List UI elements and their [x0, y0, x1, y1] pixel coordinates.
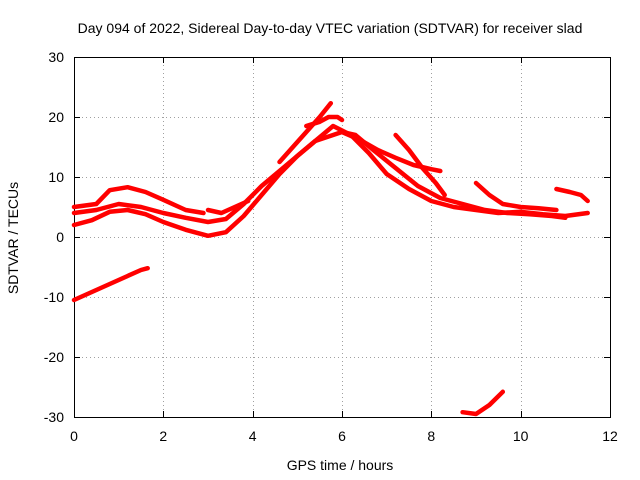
series-track-6: [304, 114, 345, 129]
x-tick-label: 6: [338, 428, 346, 444]
y-tick-label: -20: [44, 349, 64, 365]
series-track-1: [71, 184, 206, 216]
series-track-11: [205, 198, 251, 216]
series-track-12: [460, 389, 506, 417]
series-track-7: [339, 129, 443, 174]
x-tick-label: 0: [70, 428, 78, 444]
x-tick-label: 8: [427, 428, 435, 444]
y-axis-label: SDTVAR / TECUs: [5, 182, 21, 294]
series-track-9: [473, 180, 559, 213]
grid: [74, 57, 610, 417]
y-tick-label: -30: [44, 409, 64, 425]
series-track-4: [71, 265, 150, 303]
x-tick-label: 12: [602, 428, 618, 444]
y-tick-label: 20: [48, 109, 64, 125]
series-track-8: [393, 132, 447, 198]
series-track-10: [554, 186, 590, 204]
x-tick-label: 2: [159, 428, 167, 444]
y-tick-label: -10: [44, 289, 64, 305]
series-track-5: [277, 100, 334, 165]
x-tick-label: 4: [249, 428, 257, 444]
series-track-2: [71, 123, 590, 225]
y-tick-label: 30: [48, 49, 64, 65]
y-tick-label: 10: [48, 169, 64, 185]
x-tick-label: 10: [513, 428, 529, 444]
chart-title: Day 094 of 2022, Sidereal Day-to-day VTE…: [78, 20, 583, 36]
y-tick-label: 0: [56, 229, 64, 245]
data-series: [71, 100, 590, 417]
x-axis-label: GPS time / hours: [287, 457, 394, 473]
axis-ticks: 0 2 4 6 8 10 12 -30 -20 -10 0 10 20 30: [44, 49, 618, 444]
series-track-3: [71, 129, 568, 239]
